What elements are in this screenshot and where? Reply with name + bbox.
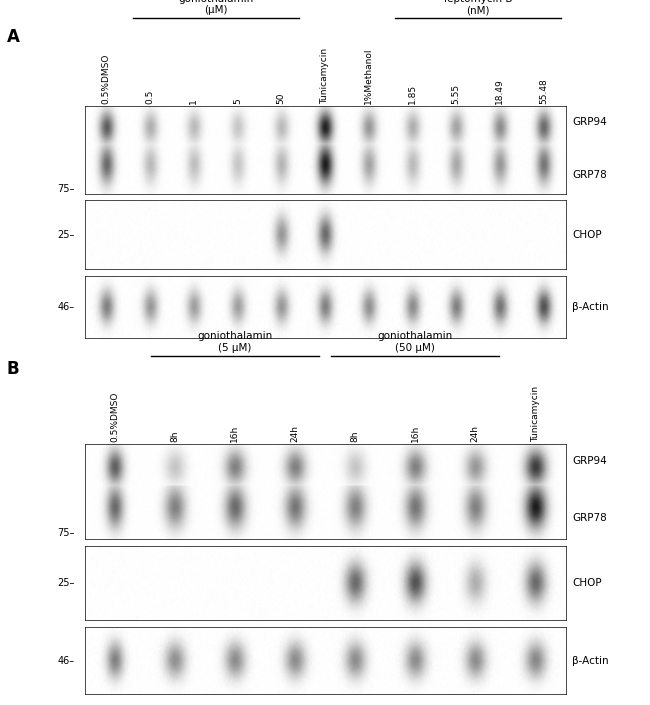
Text: 8h: 8h xyxy=(170,430,179,442)
Text: GRP78: GRP78 xyxy=(572,513,606,523)
Text: CHOP: CHOP xyxy=(572,578,602,588)
Text: 25–: 25– xyxy=(57,230,75,240)
Text: 1%Methanol: 1%Methanol xyxy=(364,48,373,104)
Text: 1: 1 xyxy=(189,99,198,104)
Text: 75–: 75– xyxy=(57,528,75,538)
Text: GRP94: GRP94 xyxy=(572,117,606,127)
Text: B: B xyxy=(6,360,19,378)
Text: 18.49: 18.49 xyxy=(495,78,504,104)
Text: 8h: 8h xyxy=(350,430,359,442)
Text: β-Actin: β-Actin xyxy=(572,656,608,666)
Text: GRP78: GRP78 xyxy=(572,170,606,180)
Text: 5.55: 5.55 xyxy=(452,84,461,104)
Text: 25–: 25– xyxy=(57,578,75,588)
Text: 55.48: 55.48 xyxy=(539,78,548,104)
Text: GRP94: GRP94 xyxy=(572,456,606,466)
Text: 50: 50 xyxy=(277,92,286,104)
Text: 0.5%DMSO: 0.5%DMSO xyxy=(110,391,119,442)
Text: CHOP: CHOP xyxy=(572,230,602,240)
Text: 16h: 16h xyxy=(411,424,420,442)
Text: 46–: 46– xyxy=(58,656,75,666)
Text: goniothalamin
(5 μM): goniothalamin (5 μM) xyxy=(197,331,272,353)
Text: A: A xyxy=(6,28,20,47)
Text: 75–: 75– xyxy=(57,184,75,194)
Text: 24h: 24h xyxy=(471,425,480,442)
Text: 1.85: 1.85 xyxy=(408,84,417,104)
Text: leptomycin B
(nM): leptomycin B (nM) xyxy=(444,0,512,16)
Text: Tunicamycin: Tunicamycin xyxy=(320,48,330,104)
Text: 16h: 16h xyxy=(230,424,239,442)
Text: 5: 5 xyxy=(233,99,242,104)
Text: β-Actin: β-Actin xyxy=(572,302,608,312)
Text: goniothalamin
(50 μM): goniothalamin (50 μM) xyxy=(378,331,453,353)
Text: 24h: 24h xyxy=(291,425,300,442)
Text: goniothalamin
(μM): goniothalamin (μM) xyxy=(178,0,254,16)
Text: Tunicamycin: Tunicamycin xyxy=(531,386,540,442)
Text: 0.5%DMSO: 0.5%DMSO xyxy=(102,54,111,104)
Text: 46–: 46– xyxy=(58,302,75,312)
Text: 0.5: 0.5 xyxy=(146,90,155,104)
